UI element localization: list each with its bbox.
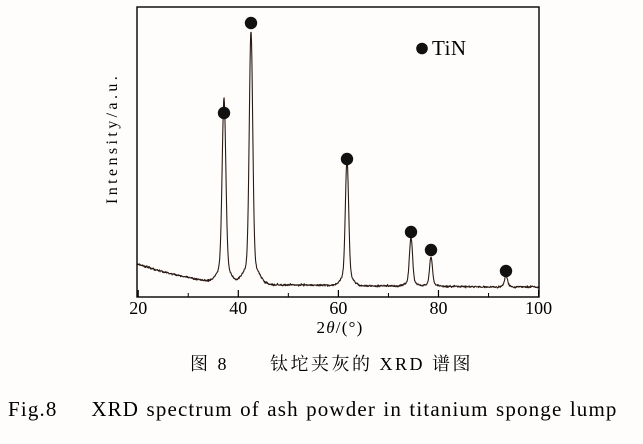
svg-text:20: 20 <box>129 298 147 318</box>
svg-text:60: 60 <box>329 298 347 318</box>
svg-text:80: 80 <box>429 298 447 318</box>
svg-text:40: 40 <box>229 298 247 318</box>
svg-text:100: 100 <box>525 298 552 318</box>
